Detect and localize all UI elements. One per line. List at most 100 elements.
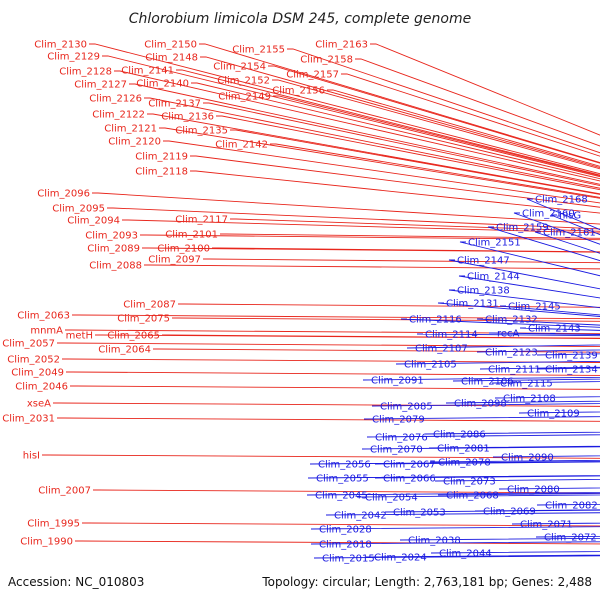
leader-line-xseA	[53, 402, 600, 407]
leader-line-Clim_2145	[499, 305, 600, 316]
leader-line-Clim_2136	[216, 115, 600, 191]
leader-line-Clim_2052	[62, 358, 600, 363]
leader-line-Clim_2128	[114, 70, 600, 182]
gene-label-Clim_2094: Clim_2094	[67, 216, 120, 227]
gene-label-Clim_2075: Clim_2075	[117, 314, 170, 325]
gene-label-Clim_2138: Clim_2138	[457, 286, 510, 297]
leader-line-Clim_2018	[310, 541, 600, 545]
leader-line-Clim_2116	[400, 318, 600, 328]
leader-line-Clim_2121	[159, 127, 600, 199]
leader-line-Clim_2143	[519, 327, 600, 331]
leader-line-Clim_2120	[163, 140, 600, 204]
gene-label-Clim_2081: Clim_2081	[437, 444, 490, 455]
gene-label-Clim_2055: Clim_2055	[316, 474, 369, 485]
gene-label-Clim_2007: Clim_2007	[38, 486, 91, 497]
leader-line-Clim_2132	[476, 318, 600, 326]
leader-line-Clim_2063	[72, 314, 600, 320]
leader-line-Clim_2122	[147, 113, 600, 195]
gene-label-Clim_2128: Clim_2128	[59, 67, 112, 78]
leader-line-Clim_2163	[370, 43, 600, 136]
gene-label-Clim_2105: Clim_2105	[404, 360, 457, 371]
gene-label-Clim_2116: Clim_2116	[409, 315, 462, 326]
gene-label-Clim_2046: Clim_2046	[15, 382, 68, 393]
leader-line-Clim_2161	[534, 231, 600, 254]
gene-label-Clim_2144: Clim_2144	[467, 272, 520, 283]
gene-label-Clim_2096: Clim_2096	[37, 189, 90, 200]
gene-label-Clim_2079: Clim_2079	[372, 415, 425, 426]
leader-line-Clim_2141	[176, 69, 600, 176]
gene-label-Clim_2076: Clim_2076	[375, 433, 428, 444]
leader-line-Clim_2137	[203, 102, 600, 186]
gene-label-xseA: xseA	[27, 399, 51, 410]
topology-text: Topology: circular; Length: 2,763,181 bp…	[261, 575, 592, 589]
gene-label-Clim_2141: Clim_2141	[121, 66, 174, 77]
leader-line-Clim_1995	[82, 522, 600, 527]
leader-line-Clim_2127	[129, 83, 600, 185]
footer-band	[0, 572, 600, 600]
leader-line-Clim_2158	[355, 58, 600, 147]
leader-line-Clim_2142	[270, 143, 600, 198]
leader-line-hisI	[42, 454, 600, 459]
gene-label-Clim_2129: Clim_2129	[47, 52, 100, 63]
leader-line-Clim_2160	[513, 212, 600, 245]
gene-label-Clim_2148: Clim_2148	[145, 53, 198, 64]
label-leader-lines	[42, 43, 600, 559]
gene-label-Clim_2045: Clim_2045	[315, 491, 368, 502]
leader-line-Clim_2157	[341, 73, 600, 157]
gene-label-Clim_2154: Clim_2154	[213, 62, 266, 73]
gene-label-Clim_2038: Clim_2038	[408, 536, 461, 547]
leader-line-Clim_2071	[511, 522, 600, 525]
leader-line-Clim_2046	[70, 385, 600, 390]
leader-line-Clim_2139	[536, 353, 600, 356]
leader-line-Clim_2094	[122, 219, 600, 234]
leader-line-Clim_2028	[310, 526, 600, 530]
leader-line-Clim_2168	[526, 198, 600, 231]
leader-line-Clim_2056	[309, 461, 600, 465]
leader-line-Clim_2149	[273, 95, 600, 177]
gene-label-Clim_2155: Clim_2155	[232, 45, 285, 56]
leader-line-Clim_2031	[57, 417, 600, 422]
leader-line-Clim_2064	[153, 348, 600, 353]
gene-label-Clim_2139: Clim_2139	[545, 351, 598, 362]
gene-label-Clim_2118: Clim_2118	[135, 167, 188, 178]
leader-line-Clim_2156	[327, 89, 600, 167]
leader-line-Clim_2082	[536, 503, 600, 506]
gene-label-Clim_2107: Clim_2107	[415, 344, 468, 355]
gene-label-hisG: hisG	[559, 211, 581, 222]
gene-label-Clim_2072: Clim_2072	[544, 533, 597, 544]
leader-line-Clim_2140	[191, 82, 600, 180]
gene-label-Clim_2158: Clim_2158	[300, 55, 353, 66]
leader-line-Clim_2055	[307, 475, 600, 479]
gene-label-Clim_2150: Clim_2150	[144, 40, 197, 51]
leader-line-Clim_2088	[144, 264, 600, 270]
leader-line-Clim_2070	[361, 446, 600, 450]
gene-label-Clim_2063: Clim_2063	[17, 311, 70, 322]
leader-line-Clim_2095	[107, 207, 600, 230]
leader-line-Clim_2147	[448, 259, 600, 290]
gene-label-metH: metH	[66, 331, 93, 342]
leader-line-Clim_2072	[535, 535, 600, 538]
gene-label-Clim_2064: Clim_2064	[98, 345, 151, 356]
leader-line-Clim_2053	[384, 509, 600, 513]
leader-line-Clim_2093	[140, 234, 600, 241]
gene-label-Clim_2117: Clim_2117	[175, 215, 228, 226]
leader-line-Clim_2069	[474, 509, 600, 512]
gene-label-Clim_2085: Clim_2085	[380, 402, 433, 413]
gene-label-Clim_2057: Clim_2057	[2, 339, 55, 350]
gene-label-Clim_2151: Clim_2151	[468, 238, 521, 249]
leader-line-mnmA	[65, 329, 600, 335]
leader-line-Clim_2129	[102, 55, 600, 178]
leader-line-Clim_2114	[416, 333, 600, 337]
gene-label-Clim_2168: Clim_2168	[535, 195, 588, 206]
leader-line-Clim_2068	[437, 493, 600, 496]
leader-line-Clim_2085	[371, 403, 600, 407]
leader-line-Clim_2091	[362, 376, 600, 381]
gene-label-Clim_1995: Clim_1995	[27, 519, 80, 530]
gene-label-Clim_2015: Clim_2015	[322, 554, 375, 565]
gene-label-Clim_2121: Clim_2121	[104, 124, 157, 135]
leader-line-recA	[488, 332, 600, 335]
leader-line-Clim_2135	[230, 129, 600, 195]
gene-label-Clim_2095: Clim_2095	[52, 204, 105, 215]
